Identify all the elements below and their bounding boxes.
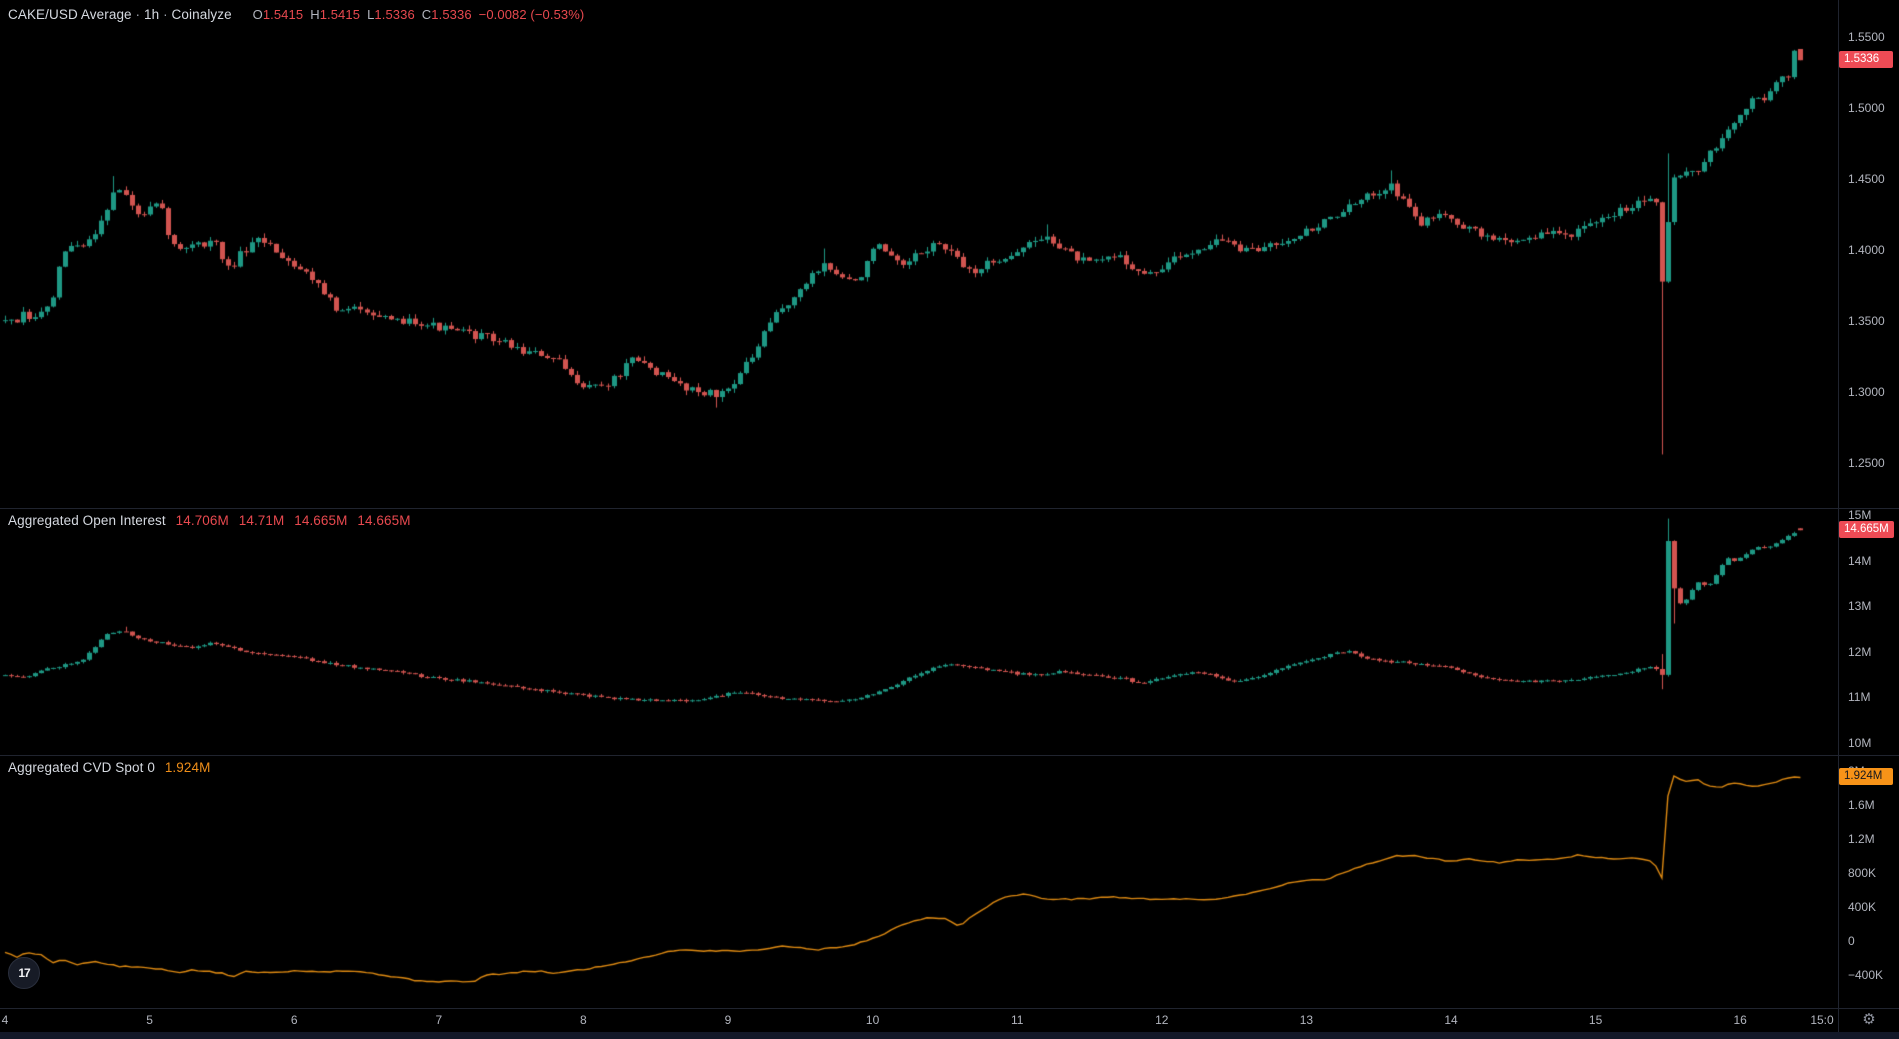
oi-axis-tick: 10M <box>1848 736 1872 751</box>
oi-axis-tick: 15M <box>1848 507 1872 522</box>
oi-close-value: 14.665M <box>357 513 411 528</box>
cvd-value: 1.924M <box>164 760 211 775</box>
cvd-axis-tick: 400K <box>1848 899 1877 914</box>
bottom-strip <box>0 1032 1899 1039</box>
legend-separator: · <box>135 7 141 22</box>
oi-axis-tick: 14M <box>1848 553 1872 568</box>
time-axis-label: 5 <box>146 1013 153 1027</box>
cvd-axis-tick: 1.2M <box>1848 831 1875 846</box>
ohlc-values: O1.5415 H1.5415 L1.5336 C1.5336 −0.0082 (−0.… <box>246 7 585 22</box>
price-axis-tick: 1.4500 <box>1848 171 1885 186</box>
time-axis-label: 10 <box>865 1013 880 1027</box>
interval-label[interactable]: 1h <box>144 7 160 22</box>
current-time-label: 15:0 <box>1810 1013 1834 1027</box>
cvd-last-value-badge: 1.924M <box>1839 768 1893 786</box>
last-price-badge: 1.5336 <box>1839 51 1893 69</box>
cvd-axis-tick: −400K <box>1848 968 1884 982</box>
oi-open-value: 14.706M <box>175 513 229 528</box>
time-axis-label: 9 <box>724 1013 732 1027</box>
panel-separator[interactable] <box>0 508 1899 509</box>
price-axis-tick: 1.3500 <box>1848 313 1885 328</box>
oi-axis-tick: 12M <box>1848 644 1872 659</box>
time-axis-label: 11 <box>1010 1013 1024 1027</box>
time-axis-label: 15 <box>1588 1013 1603 1027</box>
oi-high-value: 14.71M <box>238 513 285 528</box>
open-label: O <box>252 7 263 22</box>
time-axis-label: 14 <box>1444 1013 1458 1027</box>
oi-legend-label[interactable]: Aggregated Open Interest <box>8 513 166 528</box>
time-axis-label: 8 <box>580 1013 587 1027</box>
oi-last-value-badge: 14.665M <box>1839 521 1894 539</box>
tradingview-logo[interactable]: 17 <box>8 957 40 989</box>
price-axis-tick: 1.5500 <box>1848 29 1885 44</box>
price-axis-tick: 1.5000 <box>1848 100 1885 115</box>
oi-indicator-legend[interactable]: Aggregated Open Interest 14.706M 14.71M … <box>8 513 411 528</box>
low-label: L <box>367 7 375 22</box>
symbol-title[interactable]: CAKE/USD Average <box>8 7 132 22</box>
symbol-legend[interactable]: CAKE/USD Average · 1h · Coinalyze O1.541… <box>8 7 584 22</box>
tradingview-logo-text: 17 <box>18 966 30 980</box>
time-axis-separator <box>0 1008 1899 1009</box>
source-label[interactable]: Coinalyze <box>171 7 232 22</box>
cvd-axis-tick: 800K <box>1848 865 1877 880</box>
price-axis-tick: 1.4000 <box>1848 242 1885 257</box>
price-scale[interactable]: 1.5500 1.5000 1.4500 1.4000 1.3500 1.3000 1.25… <box>1838 0 1899 1032</box>
time-scale[interactable]: 4 5 6 7 8 9 10 11 12 13 14 15 16 15:0 <box>0 1008 1838 1032</box>
high-value: 1.5415 <box>319 7 361 22</box>
legend-separator: · <box>163 7 168 22</box>
change-value: −0.0082 (−0.53%) <box>478 7 585 22</box>
cvd-indicator-legend[interactable]: Aggregated CVD Spot 0 1.924M <box>8 760 210 775</box>
high-label: H <box>310 7 320 22</box>
oi-low-value: 14.665M <box>294 513 348 528</box>
low-value: 1.5336 <box>374 7 415 22</box>
oi-axis-tick: 11M <box>1848 690 1871 705</box>
time-axis-label: 12 <box>1155 1013 1169 1027</box>
time-axis-label: 7 <box>435 1013 443 1027</box>
cvd-legend-label[interactable]: Aggregated CVD Spot 0 <box>8 760 155 775</box>
time-axis-label: 6 <box>290 1013 298 1027</box>
price-axis-tick: 1.3000 <box>1848 384 1885 399</box>
close-value: 1.5336 <box>431 7 472 22</box>
cvd-axis-tick: 1.6M <box>1848 797 1875 812</box>
price-axis-tick: 1.2500 <box>1848 455 1885 470</box>
time-axis-label: 16 <box>1733 1013 1747 1027</box>
gear-icon[interactable]: ⚙ <box>1862 1011 1876 1028</box>
cvd-axis-tick: 0 <box>1848 934 1855 948</box>
close-label: C <box>421 7 432 22</box>
time-axis-label: 13 <box>1299 1013 1314 1027</box>
oi-axis-tick: 13M <box>1848 599 1872 614</box>
time-axis-label: 4 <box>1 1013 9 1027</box>
open-value: 1.5415 <box>262 7 304 22</box>
panel-separator[interactable] <box>0 755 1899 756</box>
